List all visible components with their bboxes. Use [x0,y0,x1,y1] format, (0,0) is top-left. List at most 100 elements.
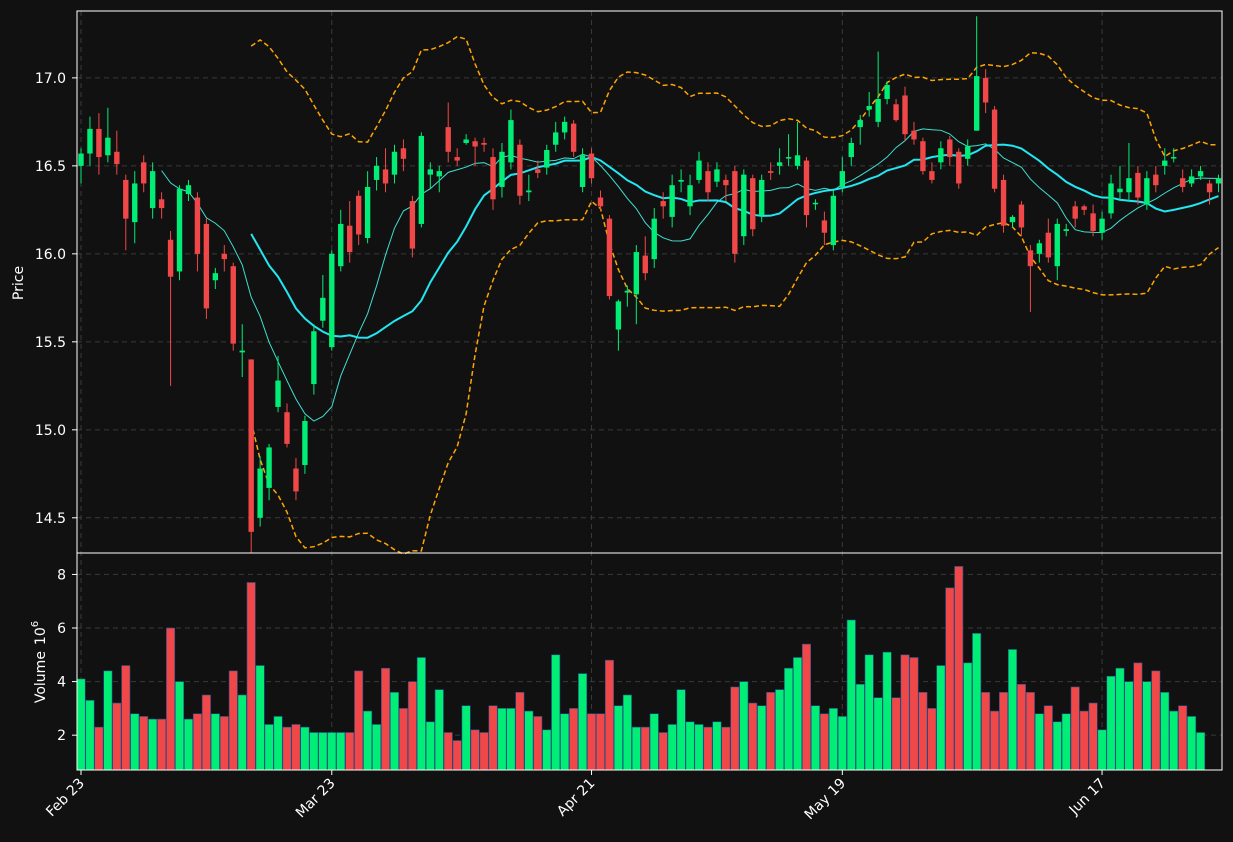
volume-bar [900,654,910,771]
volume-bar [228,670,238,771]
volume-bar [103,670,113,771]
volume-bar [560,713,570,771]
volume-bar [398,708,408,771]
candle-body [230,266,236,344]
volume-bar [587,713,597,771]
candlestick [302,415,308,474]
volume-bar [407,681,417,771]
candlestick [615,299,622,351]
candle-body [167,239,174,277]
candlestick [1009,215,1016,228]
candle-body [1171,157,1177,159]
ma-short-line [161,128,1219,422]
volume-bar [1142,681,1152,771]
price-tick-label: 15.5 [35,335,66,351]
volume-bar [631,726,641,771]
candle-body [329,253,335,348]
candlestick [561,116,568,140]
bollinger-upper-line [250,35,1219,158]
candle-body [1072,206,1078,219]
volume-bar [1079,710,1089,771]
volume-bar [578,673,588,771]
volume-bar [372,724,382,771]
candlestick [275,355,281,413]
candle-body [714,169,720,182]
volume-bar [210,713,220,771]
candle-body [1108,183,1114,214]
candlestick [1144,171,1150,210]
candlestick [803,157,810,228]
volume-bar [990,710,1000,771]
candle-body [696,160,702,180]
candlestick [920,137,926,175]
candle-body [785,157,792,159]
volume-bar [1124,681,1134,771]
candlestick [1018,201,1025,237]
volume-bar [1025,692,1035,771]
volume-bar [1061,713,1071,771]
volume-bar [801,643,812,771]
volume-bar [784,667,794,771]
volume-bar [694,724,704,771]
candle-body [1135,172,1141,198]
volume-bar [748,702,758,771]
candlestick [1036,239,1043,263]
volume-bar [676,689,686,771]
candle-body [633,252,640,295]
volume-bar [873,697,883,771]
candle-body [114,151,120,165]
candle-body [1117,188,1123,193]
volume-axis-exponent: 6 [30,621,41,627]
volume-bar [219,716,229,771]
candlestick [427,162,433,189]
candle-body [1144,178,1150,205]
candlestick [212,267,219,290]
candlestick [481,137,487,152]
candlestick [1171,148,1177,163]
volume-bar [551,654,561,771]
volume-bar [470,729,480,771]
candle-body [158,199,165,209]
volume-bar [945,587,955,771]
candlestick [400,139,407,172]
volume-bar [1052,721,1062,771]
volume-bar [157,718,167,771]
candle-body [1153,174,1159,186]
candlestick [678,169,684,193]
candle-body [750,178,756,230]
candle-body [723,179,729,186]
candle-body [965,146,971,159]
volume-bar [1178,705,1188,771]
volume-bar [345,732,355,771]
date-tick-label: Mar 23 [293,776,339,822]
candlestick [284,403,290,448]
volume-bar [1043,705,1053,771]
candle-body [1206,183,1213,193]
candlestick [355,190,362,246]
candle-body [866,106,872,110]
candle-body [481,142,487,145]
candle-body [221,253,227,260]
volume-bar [1115,667,1125,771]
volume-bar [524,710,534,771]
volume-bar [918,692,928,771]
candle-body [615,301,622,330]
candle-body [499,151,505,187]
volume-bar [443,732,453,771]
volume-bar [1169,710,1179,771]
volume-axis-label: Volume 106 [30,621,49,703]
volume-bar [291,724,301,771]
date-tick-label: Apr 21 [554,776,598,820]
volume-bar [389,692,399,771]
candlestick [776,148,783,175]
volume-bar [130,713,140,771]
candle-body [991,109,998,189]
candlestick [965,139,971,166]
candlestick [893,98,899,122]
candlestick [696,151,702,184]
candle-body [472,141,478,147]
candlestick [911,121,917,145]
candle-body [149,171,156,209]
volume-panel-frame [76,552,1223,771]
candle-body [203,223,210,309]
